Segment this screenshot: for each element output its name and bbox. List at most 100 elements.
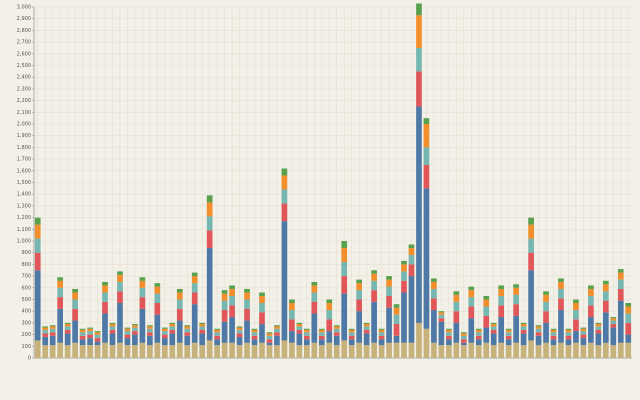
bar-segment xyxy=(490,329,497,334)
y-tick-label: 2,000 xyxy=(17,122,31,128)
bar-segment xyxy=(520,333,527,346)
bar-segment xyxy=(49,335,56,346)
bar-segment xyxy=(543,342,549,358)
bar-segment xyxy=(453,294,460,302)
bar-segment xyxy=(57,287,64,298)
bar-segment xyxy=(356,299,363,312)
bar-segment xyxy=(453,311,460,323)
bar-segment xyxy=(102,313,108,343)
y-tick-label: 2,500 xyxy=(17,63,31,69)
bar-segment xyxy=(64,333,71,346)
bar-segment xyxy=(498,288,505,296)
bar-segment xyxy=(147,328,153,333)
bar-segment xyxy=(117,342,123,358)
bar-segment xyxy=(490,326,497,330)
bar-segment xyxy=(416,71,422,107)
bar-segment xyxy=(460,339,467,343)
bar-segment xyxy=(169,322,176,325)
bar-segment xyxy=(102,342,108,358)
bar-segment xyxy=(94,341,101,346)
bar-segment xyxy=(573,342,579,358)
y-tick-label: 1,600 xyxy=(17,168,31,174)
bar-segment xyxy=(206,230,213,249)
bar-segment xyxy=(109,324,116,327)
bar-segment xyxy=(446,335,452,340)
bar-segment xyxy=(498,285,505,289)
bar-segment xyxy=(475,332,482,336)
bar-segment xyxy=(281,340,288,358)
bar-segment xyxy=(154,286,161,294)
bar-segment xyxy=(378,335,385,340)
bar-segment xyxy=(94,334,101,339)
bar-segment xyxy=(468,306,475,319)
bar-segment xyxy=(423,124,430,148)
bar-segment xyxy=(176,288,183,293)
bar-segment xyxy=(42,327,49,330)
bar-segment xyxy=(326,299,333,304)
bar-segment xyxy=(498,305,505,318)
bar-segment xyxy=(408,264,415,277)
bar-segment xyxy=(318,335,325,340)
bar-segment xyxy=(318,345,325,358)
bar-segment xyxy=(573,299,579,304)
bar-segment xyxy=(244,288,250,293)
bar-segment xyxy=(206,248,213,341)
bar-segment xyxy=(139,342,146,358)
bar-segment xyxy=(154,314,161,343)
bar-segment xyxy=(483,342,490,358)
bar-segment xyxy=(161,328,168,332)
bar-segment xyxy=(296,329,303,334)
bar-segment xyxy=(333,332,340,336)
bar-segment xyxy=(341,241,348,249)
bar-segment xyxy=(431,310,437,343)
bar-segment xyxy=(102,281,108,286)
bar-segment xyxy=(191,283,198,293)
bar-segment xyxy=(341,276,348,294)
bar-segment xyxy=(498,342,505,358)
bar-segment xyxy=(468,297,475,307)
bar-segment xyxy=(199,324,206,327)
bar-segment xyxy=(109,333,116,346)
bar-segment xyxy=(543,294,549,302)
bar-segment xyxy=(565,329,572,333)
bar-segment xyxy=(386,276,392,280)
bar-segment xyxy=(348,328,355,330)
y-tick-label: 2,200 xyxy=(17,98,31,104)
bar-segment xyxy=(453,301,460,312)
bar-segment xyxy=(266,335,273,340)
bar-segment xyxy=(266,332,273,334)
bar-segment xyxy=(191,304,198,343)
bar-segment xyxy=(311,285,318,293)
bar-segment xyxy=(154,293,161,304)
bar-segment xyxy=(199,333,206,346)
bar-segment xyxy=(460,335,467,340)
bar-segment xyxy=(498,317,505,343)
bar-segment xyxy=(176,299,183,309)
bar-segment xyxy=(117,291,123,304)
bar-segment xyxy=(259,295,265,304)
bar-segment xyxy=(371,301,377,343)
bar-segment xyxy=(64,322,71,325)
y-tick-label: 1,900 xyxy=(17,133,31,139)
bar-segment xyxy=(169,324,176,327)
bar-segment xyxy=(281,203,288,222)
bar-segment xyxy=(393,324,400,336)
bar-segment xyxy=(528,238,534,253)
bar-segment xyxy=(565,328,572,330)
bar-segment xyxy=(490,333,497,346)
bar-segment xyxy=(229,285,235,289)
bar-segment xyxy=(206,202,213,217)
bar-segment xyxy=(79,345,86,358)
bar-segment xyxy=(79,328,86,330)
bar-segment xyxy=(356,290,363,300)
bar-segment xyxy=(147,325,153,327)
bar-segment xyxy=(625,342,632,358)
bar-segment xyxy=(251,329,258,333)
bar-segment xyxy=(281,168,288,176)
bar-segment xyxy=(79,339,86,346)
bar-segment xyxy=(214,335,220,340)
bar-segment xyxy=(535,328,542,333)
bar-segment xyxy=(565,339,572,346)
bar-segment xyxy=(371,342,377,358)
bar-segment xyxy=(326,342,333,358)
